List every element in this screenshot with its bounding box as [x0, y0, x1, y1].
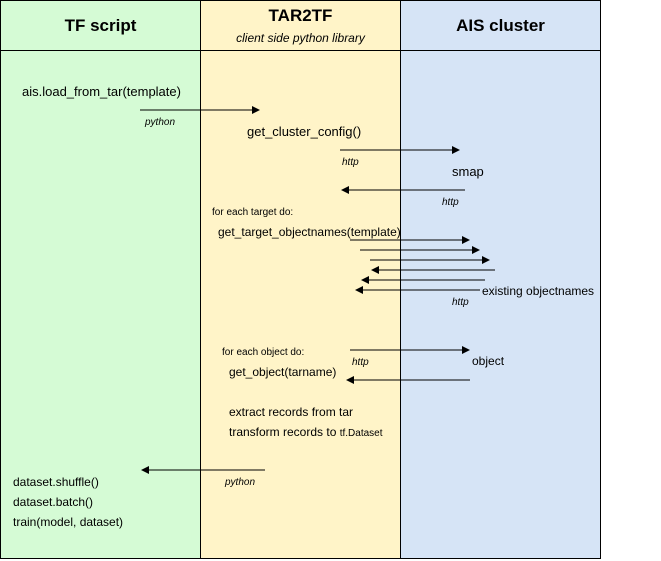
- lane-tf-header: TF script: [1, 1, 200, 51]
- http-label-3: http: [452, 297, 469, 308]
- http-label-4: http: [352, 357, 369, 368]
- lane-tar2tf-subtitle: client side python library: [236, 31, 365, 45]
- transform-records-line: transform records to tf.Dataset: [229, 425, 383, 439]
- batch-label: dataset.batch(): [13, 495, 94, 509]
- lane-tf-script: TF script: [0, 0, 201, 559]
- lane-tf-title: TF script: [64, 15, 137, 35]
- get-object-label: get_object(tarname): [229, 365, 337, 379]
- http-label-2: http: [442, 197, 459, 208]
- train-label: train(model, dataset): [13, 515, 124, 529]
- load-call-label: ais.load_from_tar(template): [22, 84, 181, 99]
- shuffle-label: dataset.shuffle(): [13, 475, 99, 489]
- http-label-1: http: [342, 157, 359, 168]
- lane-ais-header: AIS cluster: [401, 1, 600, 51]
- get-cluster-config-label: get_cluster_config(): [247, 124, 362, 139]
- smap-label: smap: [452, 164, 484, 179]
- existing-objectnames-label: existing objectnames: [482, 284, 595, 298]
- get-target-objectnames-label: get_target_objectnames(template): [218, 225, 401, 239]
- lane-tar2tf-header: TAR2TF client side python library: [201, 1, 400, 51]
- python-label-2: python: [225, 477, 256, 488]
- tf-dataset-label: tf.Dataset: [339, 428, 383, 439]
- python-label-1: python: [145, 117, 176, 128]
- transform-records-label: transform records to: [229, 425, 340, 439]
- for-each-object-label: for each object do:: [222, 347, 305, 358]
- lane-tar2tf-title: TAR2TF: [268, 6, 333, 25]
- lane-ais-title: AIS cluster: [456, 15, 545, 35]
- object-label: object: [472, 354, 505, 368]
- extract-records-label: extract records from tar: [229, 405, 354, 419]
- for-each-target-label: for each target do:: [212, 207, 294, 218]
